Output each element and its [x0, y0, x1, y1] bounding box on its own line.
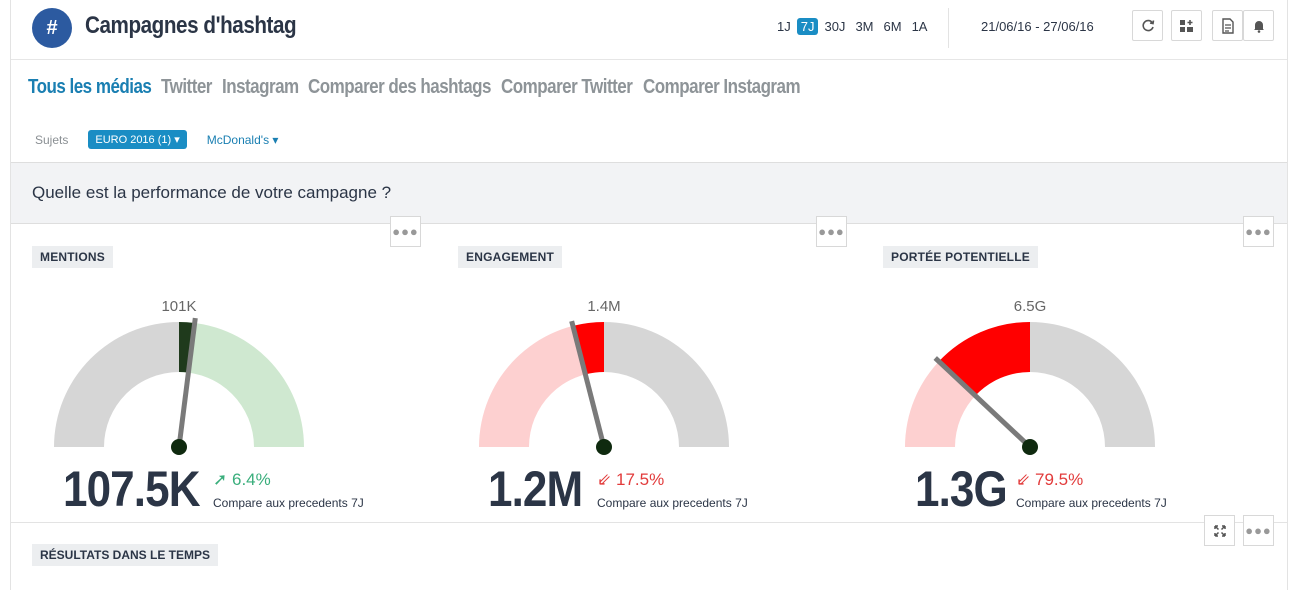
- report-add-icon: [1221, 17, 1234, 34]
- gauge-range-arc: [179, 322, 304, 447]
- gauge-base-arc: [604, 322, 729, 447]
- subjects-label: Sujets: [35, 132, 69, 147]
- gauge-needle: [176, 317, 198, 448]
- tab-tous-les-medias[interactable]: Tous les médias: [28, 76, 152, 98]
- arrow-down-left-icon: ⇙: [1016, 470, 1031, 489]
- period-1j[interactable]: 1J: [777, 19, 791, 34]
- reach-label: PORTÉE POTENTIELLE: [883, 246, 1038, 268]
- more-dots-icon: ●●●: [818, 224, 845, 239]
- subject-dropdown-mcdonalds[interactable]: McDonald's ▾: [206, 132, 279, 147]
- period-30j[interactable]: 30J: [824, 19, 846, 34]
- results-label: RÉSULTATS DANS LE TEMPS: [32, 544, 219, 566]
- gauge-hub: [171, 439, 187, 455]
- add-alert-button[interactable]: [1243, 10, 1274, 41]
- engagement-value: 1.2M: [488, 461, 583, 517]
- reach-compare: Compare aux precedents 7J: [1016, 496, 1167, 510]
- reach-delta-value: 79.5%: [1034, 470, 1084, 489]
- expand-icon: [1213, 524, 1226, 537]
- gauge-svg: [905, 322, 1155, 455]
- mentions-delta: ➚ 6.4%: [213, 470, 271, 490]
- tab-comparer-twitter[interactable]: Comparer Twitter: [501, 76, 633, 98]
- arrow-down-left-icon: ⇙: [597, 470, 612, 489]
- add-to-dashboard-button[interactable]: [1171, 10, 1202, 41]
- performance-section-header: Quelle est la performance de votre campa…: [11, 162, 1287, 224]
- header: # Campagnes d'hashtag 1J 7J 30J 3M 6M 1A…: [11, 0, 1287, 60]
- reach-value: 1.3G: [915, 461, 1008, 517]
- media-tabs: Tous les médias Twitter Instagram Compar…: [28, 76, 801, 99]
- engagement-target-label: 1.4M: [587, 298, 621, 315]
- subject-dropdown-euro[interactable]: EURO 2016 (1) ▾: [88, 130, 187, 149]
- engagement-label: ENGAGEMENT: [458, 246, 563, 268]
- period-3m[interactable]: 3M: [855, 19, 874, 34]
- reach-target-label: 6.5G: [1013, 298, 1047, 315]
- engagement-gauge: 1.4M: [479, 290, 759, 460]
- tab-twitter[interactable]: Twitter: [161, 76, 213, 98]
- engagement-delta-value: 17.5%: [615, 470, 665, 489]
- alert-add-icon: [1253, 20, 1264, 33]
- mentions-more-button[interactable]: ●●●: [390, 216, 421, 247]
- gauge-hub: [1022, 439, 1038, 455]
- page-title: Campagnes d'hashtag: [85, 12, 297, 39]
- more-dots-icon: ●●●: [392, 224, 419, 239]
- period-6m[interactable]: 6M: [883, 19, 902, 34]
- header-divider: [948, 8, 949, 48]
- date-range[interactable]: 21/06/16 - 27/06/16: [981, 19, 1094, 34]
- mentions-gauge: 101K: [54, 290, 334, 460]
- period-7j[interactable]: 7J: [796, 18, 819, 35]
- arrow-up-right-icon: ➚: [213, 470, 228, 489]
- tab-instagram[interactable]: Instagram: [222, 76, 299, 98]
- reach-delta: ⇙ 79.5%: [1016, 470, 1083, 490]
- subjects-bar: Sujets EURO 2016 (1) ▾ McDonald's ▾: [35, 130, 278, 149]
- gauge-range-arc: [479, 322, 604, 447]
- period-selector: 1J 7J 30J 3M 6M 1A: [773, 18, 931, 35]
- gauge-svg: [54, 317, 304, 455]
- app-frame: # Campagnes d'hashtag 1J 7J 30J 3M 6M 1A…: [10, 0, 1288, 590]
- engagement-delta: ⇙ 17.5%: [597, 470, 664, 490]
- more-dots-icon: ●●●: [1245, 523, 1272, 538]
- hashtag-logo-icon: #: [32, 8, 72, 48]
- tab-comparer-hashtags[interactable]: Comparer des hashtags: [308, 76, 492, 98]
- results-divider: [11, 522, 1287, 523]
- gauge-base-arc: [1030, 322, 1155, 447]
- gauge-change-arc: [938, 322, 1030, 396]
- engagement-compare: Compare aux precedents 7J: [597, 496, 748, 510]
- mentions-value: 107.5K: [63, 461, 200, 517]
- mentions-target-label: 101K: [161, 298, 197, 315]
- expand-button[interactable]: [1204, 515, 1235, 546]
- gauge-base-arc: [54, 322, 179, 447]
- mentions-compare: Compare aux precedents 7J: [213, 496, 364, 510]
- gauge-svg: [479, 320, 729, 455]
- more-dots-icon: ●●●: [1245, 224, 1272, 239]
- dashboard-add-icon: [1179, 19, 1193, 32]
- reach-gauge: 6.5G: [905, 290, 1185, 460]
- add-report-button[interactable]: [1212, 10, 1243, 41]
- engagement-more-button[interactable]: ●●●: [816, 216, 847, 247]
- gauge-change-arc: [572, 322, 604, 375]
- tab-comparer-instagram[interactable]: Comparer Instagram: [642, 76, 801, 98]
- refresh-button[interactable]: [1132, 10, 1163, 41]
- gauge-hub: [596, 439, 612, 455]
- mentions-label: MENTIONS: [32, 246, 113, 268]
- section-title: Quelle est la performance de votre campa…: [32, 183, 392, 202]
- period-1a[interactable]: 1A: [911, 19, 928, 34]
- gauge-needle: [569, 320, 607, 448]
- refresh-icon: [1141, 19, 1154, 31]
- gauge-needle: [933, 356, 1032, 449]
- mentions-delta-value: 6.4%: [231, 470, 271, 489]
- results-more-button[interactable]: ●●●: [1243, 515, 1274, 546]
- reach-more-button[interactable]: ●●●: [1243, 216, 1274, 247]
